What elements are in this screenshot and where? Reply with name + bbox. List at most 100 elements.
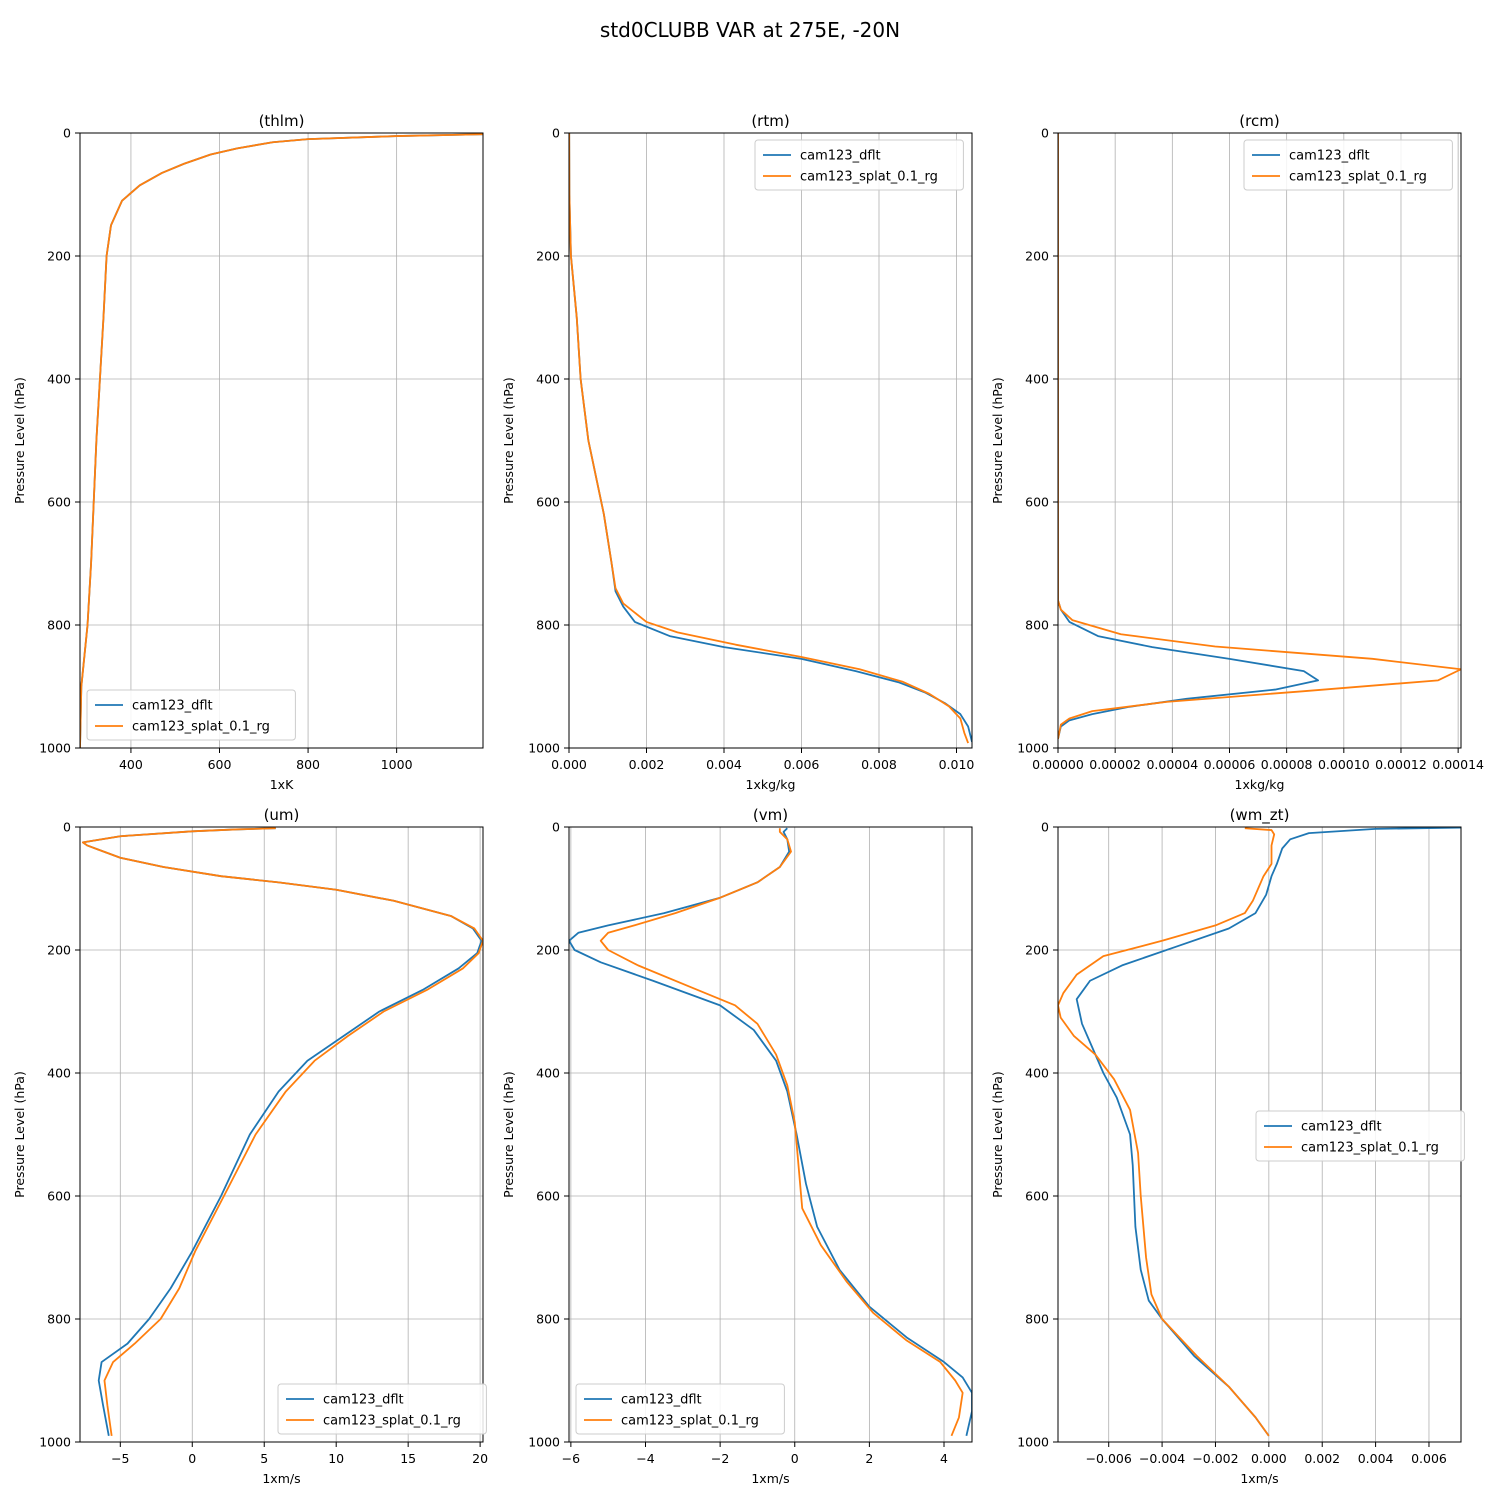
y-tick-label: 200	[536, 249, 560, 264]
axes-frame	[568, 826, 973, 1443]
y-tick-label: 400	[1025, 372, 1049, 387]
x-tick-label: 0.008	[861, 757, 897, 772]
axes-frame	[79, 826, 484, 1443]
legend-entry-label: cam123_splat_0.1_rg	[800, 170, 938, 185]
y-tick-label: 400	[1025, 1066, 1049, 1081]
y-tick-label: 600	[47, 1189, 71, 1204]
y-tick-label: 0	[63, 820, 71, 835]
x-tick-label: 0.000	[551, 757, 587, 772]
y-tick-label: 1000	[39, 1435, 71, 1450]
y-tick-label: 800	[1025, 1312, 1049, 1327]
series-group	[569, 827, 972, 1437]
x-tick-label: 20	[472, 1451, 488, 1466]
legend: cam123_dflt cam123_splat_0.1_rg	[754, 139, 964, 191]
legend-box	[1243, 139, 1453, 191]
x-tick-label: 0.00006	[1204, 757, 1256, 772]
x-tick-label: 0.00004	[1146, 757, 1198, 772]
x-tick-label: 0.00008	[1261, 757, 1313, 772]
x-tick-label: 2	[865, 1451, 873, 1466]
y-tick-label: 600	[536, 495, 560, 510]
x-tick-label: 1000	[381, 757, 413, 772]
x-axis-label: 1xkg/kg	[1235, 777, 1285, 792]
series-line-cam123_dflt	[1058, 133, 1319, 739]
legend-box	[575, 1383, 785, 1435]
x-tick-label: 0.004	[706, 757, 742, 772]
x-tick-label: −5	[111, 1451, 129, 1466]
x-tick-label: −4	[636, 1451, 654, 1466]
series-line-cam123_splat_0.1_rg	[569, 133, 969, 744]
x-tick-label: 0.00012	[1375, 757, 1427, 772]
subplot-2: 0.000 0.002 0.004 0.006 0.008 0.010 0 200 400 600…	[501, 112, 974, 792]
y-axis-label: Pressure Level (hPa)	[990, 377, 1005, 504]
x-tick-label: 0.00014	[1432, 757, 1484, 772]
legend-box	[754, 139, 964, 191]
x-axis-label: 1xK	[270, 777, 294, 792]
legend: cam123_dflt cam123_splat_0.1_rg	[86, 689, 296, 741]
legend-entry-label: cam123_splat_0.1_rg	[1301, 1141, 1439, 1156]
series-group	[81, 827, 483, 1437]
y-tick-label: 400	[47, 1066, 71, 1081]
series-group	[80, 133, 483, 748]
subplot-title: (um)	[264, 806, 300, 824]
x-tick-label: 0.00002	[1089, 757, 1141, 772]
x-tick-label: 10	[328, 1451, 344, 1466]
legend-entry-label: cam123_splat_0.1_rg	[621, 1414, 759, 1429]
series-line-cam123_dflt	[1075, 827, 1461, 1437]
subplot-title: (rcm)	[1239, 112, 1279, 130]
y-tick-label: 0	[1041, 820, 1049, 835]
y-tick-label: 800	[536, 618, 560, 633]
legend-entry-label: cam123_splat_0.1_rg	[132, 720, 270, 735]
y-tick-label: 600	[1025, 1189, 1049, 1204]
x-tick-label: 0.004	[1358, 1451, 1394, 1466]
series-line-cam123_splat_0.1_rg	[1058, 827, 1276, 1437]
y-tick-label: 400	[47, 372, 71, 387]
axes-frame	[568, 132, 973, 749]
x-tick-label: 0.006	[1411, 1451, 1447, 1466]
legend: cam123_dflt cam123_splat_0.1_rg	[1243, 139, 1453, 191]
x-tick-label: 400	[119, 757, 143, 772]
y-tick-label: 600	[1025, 495, 1049, 510]
y-axis-label: Pressure Level (hPa)	[501, 1071, 516, 1198]
y-tick-label: 0	[1041, 126, 1049, 141]
x-tick-label: 0.002	[629, 757, 665, 772]
x-tick-label: −6	[562, 1451, 580, 1466]
x-tick-label: 15	[400, 1451, 416, 1466]
subplot-title: (wm_zt)	[1230, 806, 1290, 825]
x-tick-label: 0.002	[1304, 1451, 1340, 1466]
y-tick-label: 400	[536, 1066, 560, 1081]
series-line-cam123_splat_0.1_rg	[81, 827, 483, 1436]
subplot-6: −0.006 −0.004 −0.002 0.000 0.002 0.004 0.006 0 2…	[990, 806, 1465, 1486]
legend-entry-label: cam123_dflt	[621, 1393, 702, 1408]
x-tick-label: −0.002	[1192, 1451, 1238, 1466]
y-tick-label: 200	[47, 249, 71, 264]
subplot-title: (vm)	[753, 806, 788, 824]
legend-entry-label: cam123_splat_0.1_rg	[323, 1414, 461, 1429]
y-tick-label: 200	[47, 943, 71, 958]
subplot-1: 400 600 800 1000 0 200 400 600 800 1000 (thlm) 1xK P…	[12, 112, 484, 792]
series-group	[1058, 133, 1461, 739]
legend-entry-label: cam123_dflt	[1301, 1120, 1382, 1135]
legend-entry-label: cam123_dflt	[132, 699, 213, 714]
y-tick-label: 800	[536, 1312, 560, 1327]
y-tick-label: 1000	[1017, 1435, 1049, 1450]
x-tick-label: 0.00010	[1318, 757, 1370, 772]
y-tick-label: 0	[63, 126, 71, 141]
legend-entry-label: cam123_dflt	[800, 149, 881, 164]
y-tick-label: 800	[47, 1312, 71, 1327]
x-tick-label: 0	[791, 1451, 799, 1466]
x-tick-label: −2	[711, 1451, 729, 1466]
legend-box	[277, 1383, 487, 1435]
y-tick-label: 800	[1025, 618, 1049, 633]
x-axis-label: 1xm/s	[262, 1471, 300, 1486]
legend-box	[86, 689, 296, 741]
y-tick-label: 200	[1025, 249, 1049, 264]
x-tick-label: 4	[940, 1451, 948, 1466]
x-tick-label: 600	[208, 757, 232, 772]
subplot-5: −6 −4 −2 0 2 4 0 200 400 600 800 1000 (vm) 1xm/s Press…	[501, 806, 973, 1486]
y-tick-label: 0	[552, 820, 560, 835]
axes-frame	[79, 132, 484, 749]
y-tick-label: 200	[1025, 943, 1049, 958]
x-axis-label: 1xm/s	[1240, 1471, 1278, 1486]
